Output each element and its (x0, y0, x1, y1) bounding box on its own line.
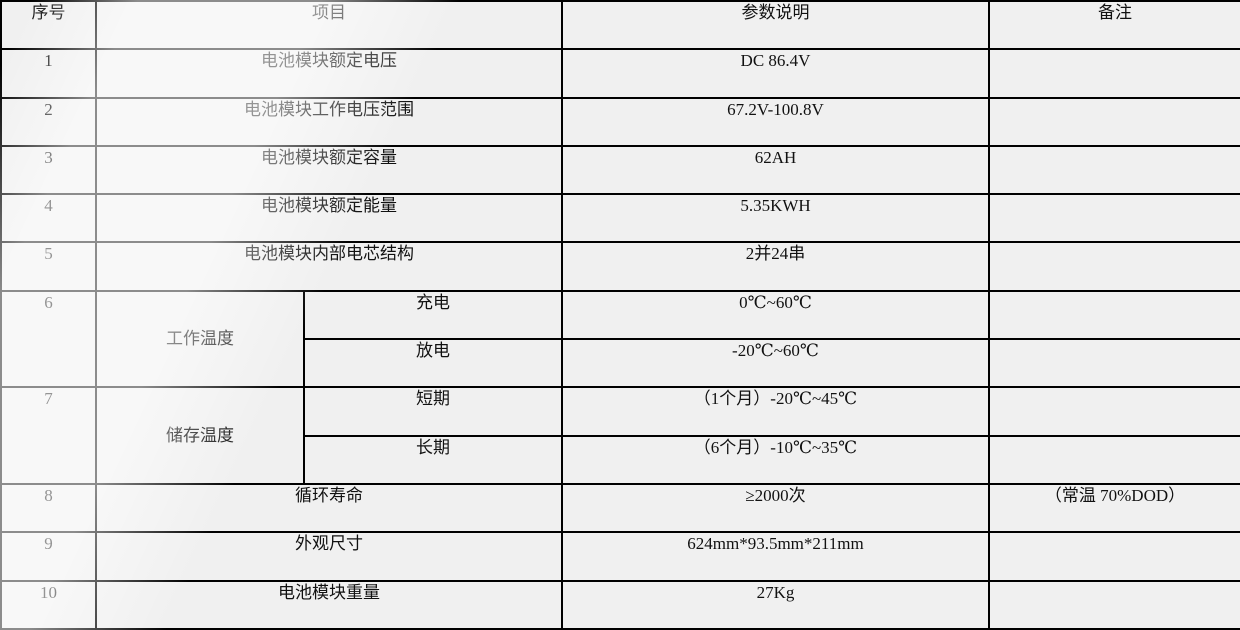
table-row: 5 电池模块内部电芯结构 2并24串 (0, 241, 1240, 292)
cell-parameter: （6个月）-10℃~35℃ (561, 434, 990, 485)
cell-remark (988, 96, 1240, 147)
table-row: 1 电池模块额定电压 DC 86.4V (0, 48, 1240, 99)
table-row: 8 循环寿命 ≥2000次 （常温 70%DOD） (0, 482, 1240, 534)
cell-item-sub: 放电 (303, 338, 563, 389)
table-header-row: 序号 项目 参数说明 备注 (0, 0, 1240, 51)
cell-item: 电池模块额定电压 (95, 48, 563, 99)
cell-parameter: DC 86.4V (561, 48, 990, 99)
table-row: 3 电池模块额定容量 62AH (0, 144, 1240, 196)
cell-item-sub: 长期 (303, 434, 563, 485)
table-row: 6 工作温度 充电 0℃~60℃ (0, 289, 1240, 389)
header-cell-remark: 备注 (988, 0, 1240, 51)
cell-index: 8 (0, 482, 97, 534)
cell-parameter: （1个月）-20℃~45℃ (561, 386, 990, 437)
cell-remark (988, 386, 1240, 437)
cell-remark (988, 48, 1240, 99)
cell-index: 3 (0, 144, 97, 196)
header-cell-parameter: 参数说明 (561, 0, 990, 51)
cell-remark: （常温 70%DOD） (988, 482, 1240, 534)
cell-item-sub: 短期 (303, 386, 563, 437)
cell-item: 电池模块重量 (95, 579, 563, 630)
cell-remark (988, 193, 1240, 244)
cell-index: 7 (0, 386, 97, 485)
cell-parameter: -20℃~60℃ (561, 338, 990, 389)
table-row: 2 电池模块工作电压范围 67.2V-100.8V (0, 96, 1240, 147)
cell-item-group: 储存温度 (95, 386, 305, 485)
cell-item: 电池模块内部电芯结构 (95, 241, 563, 292)
table-row: 7 储存温度 短期 （1个月）-20℃~45℃ (0, 386, 1240, 485)
cell-parameter: 0℃~60℃ (561, 289, 990, 341)
cell-remark (988, 144, 1240, 196)
cell-index: 5 (0, 241, 97, 292)
cell-parameter: ≥2000次 (561, 482, 990, 534)
cell-parameter: 5.35KWH (561, 193, 990, 244)
cell-item: 电池模块额定能量 (95, 193, 563, 244)
table-row: 9 外观尺寸 624mm*93.5mm*211mm (0, 531, 1240, 582)
cell-item: 电池模块额定容量 (95, 144, 563, 196)
cell-index: 10 (0, 579, 97, 630)
cell-parameter: 2并24串 (561, 241, 990, 292)
cell-parameter: 624mm*93.5mm*211mm (561, 531, 990, 582)
cell-index: 9 (0, 531, 97, 582)
cell-remark (988, 579, 1240, 630)
cell-item: 外观尺寸 (95, 531, 563, 582)
cell-remark (988, 434, 1240, 485)
header-cell-item: 项目 (95, 0, 563, 51)
cell-remark (988, 289, 1240, 341)
cell-parameter: 67.2V-100.8V (561, 96, 990, 147)
cell-index: 6 (0, 289, 97, 389)
cell-remark (988, 338, 1240, 389)
cell-item-group: 工作温度 (95, 289, 305, 389)
cell-item: 循环寿命 (95, 482, 563, 534)
cell-index: 2 (0, 96, 97, 147)
cell-index: 4 (0, 193, 97, 244)
cell-index: 1 (0, 48, 97, 99)
cell-item-sub: 充电 (303, 289, 563, 341)
cell-remark (988, 531, 1240, 582)
table-row: 4 电池模块额定能量 5.35KWH (0, 193, 1240, 244)
header-cell-index: 序号 (0, 0, 97, 51)
cell-parameter: 62AH (561, 144, 990, 196)
cell-remark (988, 241, 1240, 292)
table-row: 10 电池模块重量 27Kg (0, 579, 1240, 630)
cell-parameter: 27Kg (561, 579, 990, 630)
cell-item: 电池模块工作电压范围 (95, 96, 563, 147)
